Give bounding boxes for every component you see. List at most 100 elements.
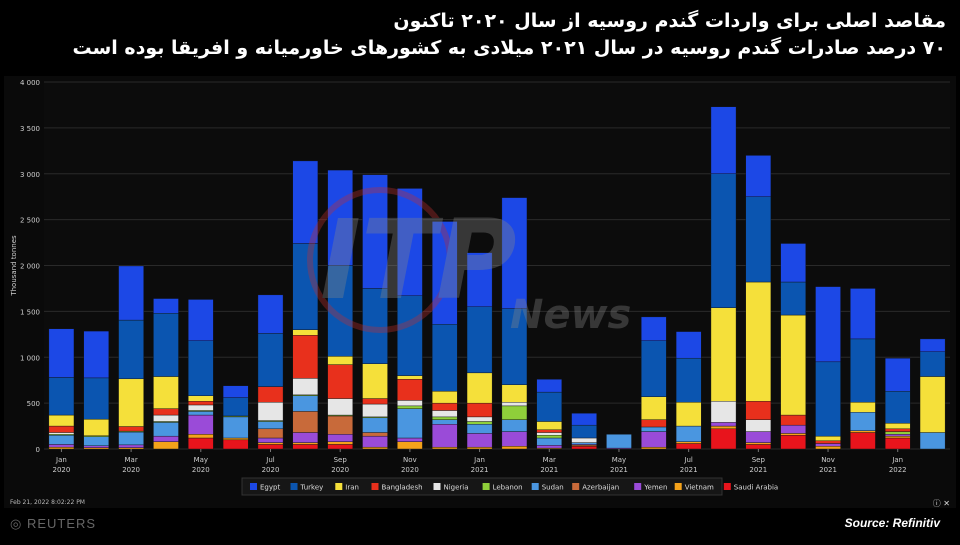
bar-segment <box>919 338 946 352</box>
bar-segment <box>641 340 667 397</box>
bar-segment <box>397 437 423 442</box>
bar-segment <box>153 422 179 437</box>
bar-segment <box>292 160 319 244</box>
legend-swatch <box>674 483 682 490</box>
bar-segment <box>257 437 284 443</box>
bar-segment <box>675 443 702 450</box>
bar-segment <box>710 428 737 450</box>
bar-segment <box>397 408 423 439</box>
bar-segment <box>536 379 563 393</box>
bar-segment <box>327 169 353 266</box>
bar-segment <box>501 402 528 407</box>
x-tick-month: Sep <box>752 456 766 464</box>
bar-segment <box>153 408 179 416</box>
legend-label: Sudan <box>542 484 564 492</box>
y-tick-label: 2 000 <box>20 263 40 271</box>
bar-segment <box>919 351 946 377</box>
bar-segment <box>884 435 911 439</box>
bar-segment <box>257 421 284 430</box>
bar-segment <box>188 404 214 411</box>
legend-swatch <box>371 483 379 490</box>
bar-segment <box>501 197 528 309</box>
bar-segment <box>83 445 110 448</box>
bar-segment <box>745 442 772 445</box>
bar-segment <box>431 391 458 404</box>
bar-segment <box>884 357 911 392</box>
bar-segment <box>397 295 423 376</box>
bar-segment <box>780 424 806 434</box>
timestamp: Feb 21, 2022 8:02:22 PM <box>10 499 85 506</box>
bar-segment <box>83 418 110 436</box>
bar-segment <box>327 364 353 399</box>
bar-segment <box>431 402 458 411</box>
bar-segment <box>118 319 144 380</box>
x-tick-month: Jul <box>265 456 275 464</box>
x-tick-year: 2020 <box>331 466 349 474</box>
bar-segment <box>292 395 319 412</box>
bar-segment <box>188 340 214 396</box>
bar-segment <box>118 444 144 448</box>
bar-segment <box>745 419 772 432</box>
bar-segment <box>606 434 632 449</box>
bar-segment <box>153 441 179 450</box>
bar-segment <box>884 391 911 424</box>
bar-segment <box>48 377 75 416</box>
bar-segment <box>536 432 563 436</box>
bar-segment <box>780 281 806 316</box>
bar-segment <box>745 401 772 420</box>
x-tick-year: 2021 <box>680 466 698 474</box>
bar-segment <box>362 403 388 418</box>
bar-segment <box>327 398 353 416</box>
bar-segment <box>327 415 353 435</box>
y-tick-label: 3 000 <box>20 171 40 179</box>
y-tick-label: 1 500 <box>20 308 40 316</box>
bar-segment <box>222 437 249 441</box>
bar-segment <box>153 435 179 442</box>
bar-segment <box>292 411 319 433</box>
bar-segment <box>153 414 179 422</box>
bar-segment <box>745 196 772 283</box>
bar-segment <box>292 442 319 445</box>
bar-segment <box>641 431 667 448</box>
bar-segment <box>48 435 75 445</box>
bar-segment <box>431 446 458 450</box>
bar-segment <box>641 396 667 420</box>
bar-segment <box>397 379 423 401</box>
legend-swatch <box>335 483 343 490</box>
legend-swatch <box>482 483 490 490</box>
bar-segment <box>188 401 214 406</box>
legend-label: Yemen <box>643 484 667 492</box>
bar-segment <box>466 416 493 422</box>
bar-segment <box>153 376 179 409</box>
info-close-icon[interactable]: ⓘ ✕ <box>932 499 950 508</box>
bar-segment <box>501 431 528 447</box>
bar-segment <box>83 447 110 450</box>
bar-segment <box>710 425 737 430</box>
y-tick-label: 500 <box>27 400 40 408</box>
bar-segment <box>222 416 249 439</box>
x-tick-year: 2020 <box>192 466 210 474</box>
y-tick-label: 3 500 <box>20 125 40 133</box>
bar-segment <box>188 434 214 439</box>
x-tick-year: 2020 <box>122 466 140 474</box>
bar-segment <box>884 423 911 430</box>
x-tick-month: Nov <box>403 456 417 464</box>
bar-segment <box>222 385 249 398</box>
bar-segment <box>397 188 423 296</box>
bar-segment <box>815 446 841 450</box>
legend-box <box>241 477 723 496</box>
bar-segment <box>501 384 528 403</box>
x-tick-month: May <box>194 456 208 464</box>
bar-segment <box>501 308 528 385</box>
bar-segment <box>292 444 319 450</box>
bar-segment <box>780 243 806 283</box>
bar-segment <box>884 431 911 435</box>
bar-segment <box>118 426 144 432</box>
bar-segment <box>850 412 876 431</box>
x-tick-month: Sep <box>334 456 348 464</box>
bar-segment <box>48 444 75 448</box>
x-tick-month: Jan <box>55 456 67 464</box>
bar-segment <box>397 400 423 407</box>
bar-segment <box>431 221 458 325</box>
bar-segment <box>675 357 702 403</box>
